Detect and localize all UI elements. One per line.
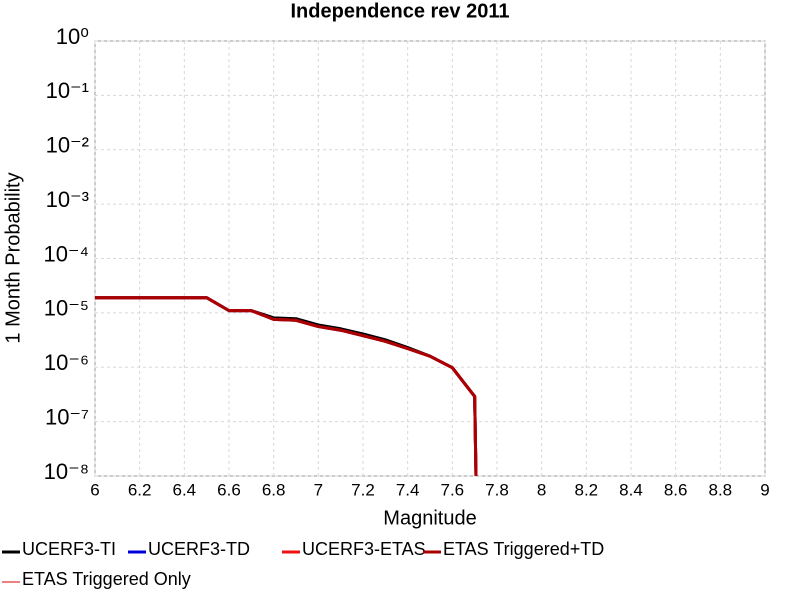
x-tick-label: 6.8	[262, 480, 286, 499]
legend-label: UCERF3-TI	[22, 539, 116, 559]
plot-area	[94, 40, 766, 477]
x-tick-label: 8.4	[619, 480, 643, 499]
x-tick-label: 8	[537, 480, 546, 499]
y-tick-label: 10⁻³	[46, 187, 89, 212]
x-tick-label: 6.2	[128, 480, 152, 499]
y-axis-label: 1 Month Probability	[2, 172, 24, 343]
x-axis-label: Magnitude	[383, 507, 476, 529]
legend-label: UCERF3-TD	[148, 539, 250, 559]
x-tick-label: 7.8	[485, 480, 509, 499]
y-tick-label: 10⁻²	[46, 133, 89, 158]
y-tick-label: 10⁰	[56, 24, 89, 49]
x-tick-label: 7.6	[441, 480, 465, 499]
x-tick-label: 9	[760, 480, 769, 499]
x-tick-label: 6.4	[173, 480, 197, 499]
x-tick-label: 6.6	[217, 480, 241, 499]
y-tick-label: 10⁻⁸	[44, 459, 89, 484]
y-tick-label: 10⁻⁷	[45, 404, 89, 429]
series-line	[95, 296, 478, 476]
x-tick-label: 7.2	[351, 480, 375, 499]
x-tick-label: 8.2	[575, 480, 599, 499]
legend-label: UCERF3-ETAS	[302, 539, 426, 559]
legend-label: ETAS Triggered+TD	[443, 539, 604, 559]
chart-title: Independence rev 2011	[290, 0, 509, 22]
grid	[94, 40, 766, 477]
y-tick-label: 10⁻⁵	[44, 296, 89, 321]
x-tick-label: 6	[90, 480, 99, 499]
x-tick-label: 8.8	[709, 480, 733, 499]
x-tick-label: 8.6	[664, 480, 688, 499]
lines	[95, 296, 478, 476]
x-tick-label: 7.4	[396, 480, 420, 499]
y-tick-label: 10⁻⁴	[43, 241, 89, 266]
y-tick-label: 10⁻⁶	[44, 350, 89, 375]
y-tick-label: 10⁻¹	[46, 78, 89, 103]
legend-label: ETAS Triggered Only	[22, 569, 191, 589]
x-tick-label: 7	[314, 480, 323, 499]
